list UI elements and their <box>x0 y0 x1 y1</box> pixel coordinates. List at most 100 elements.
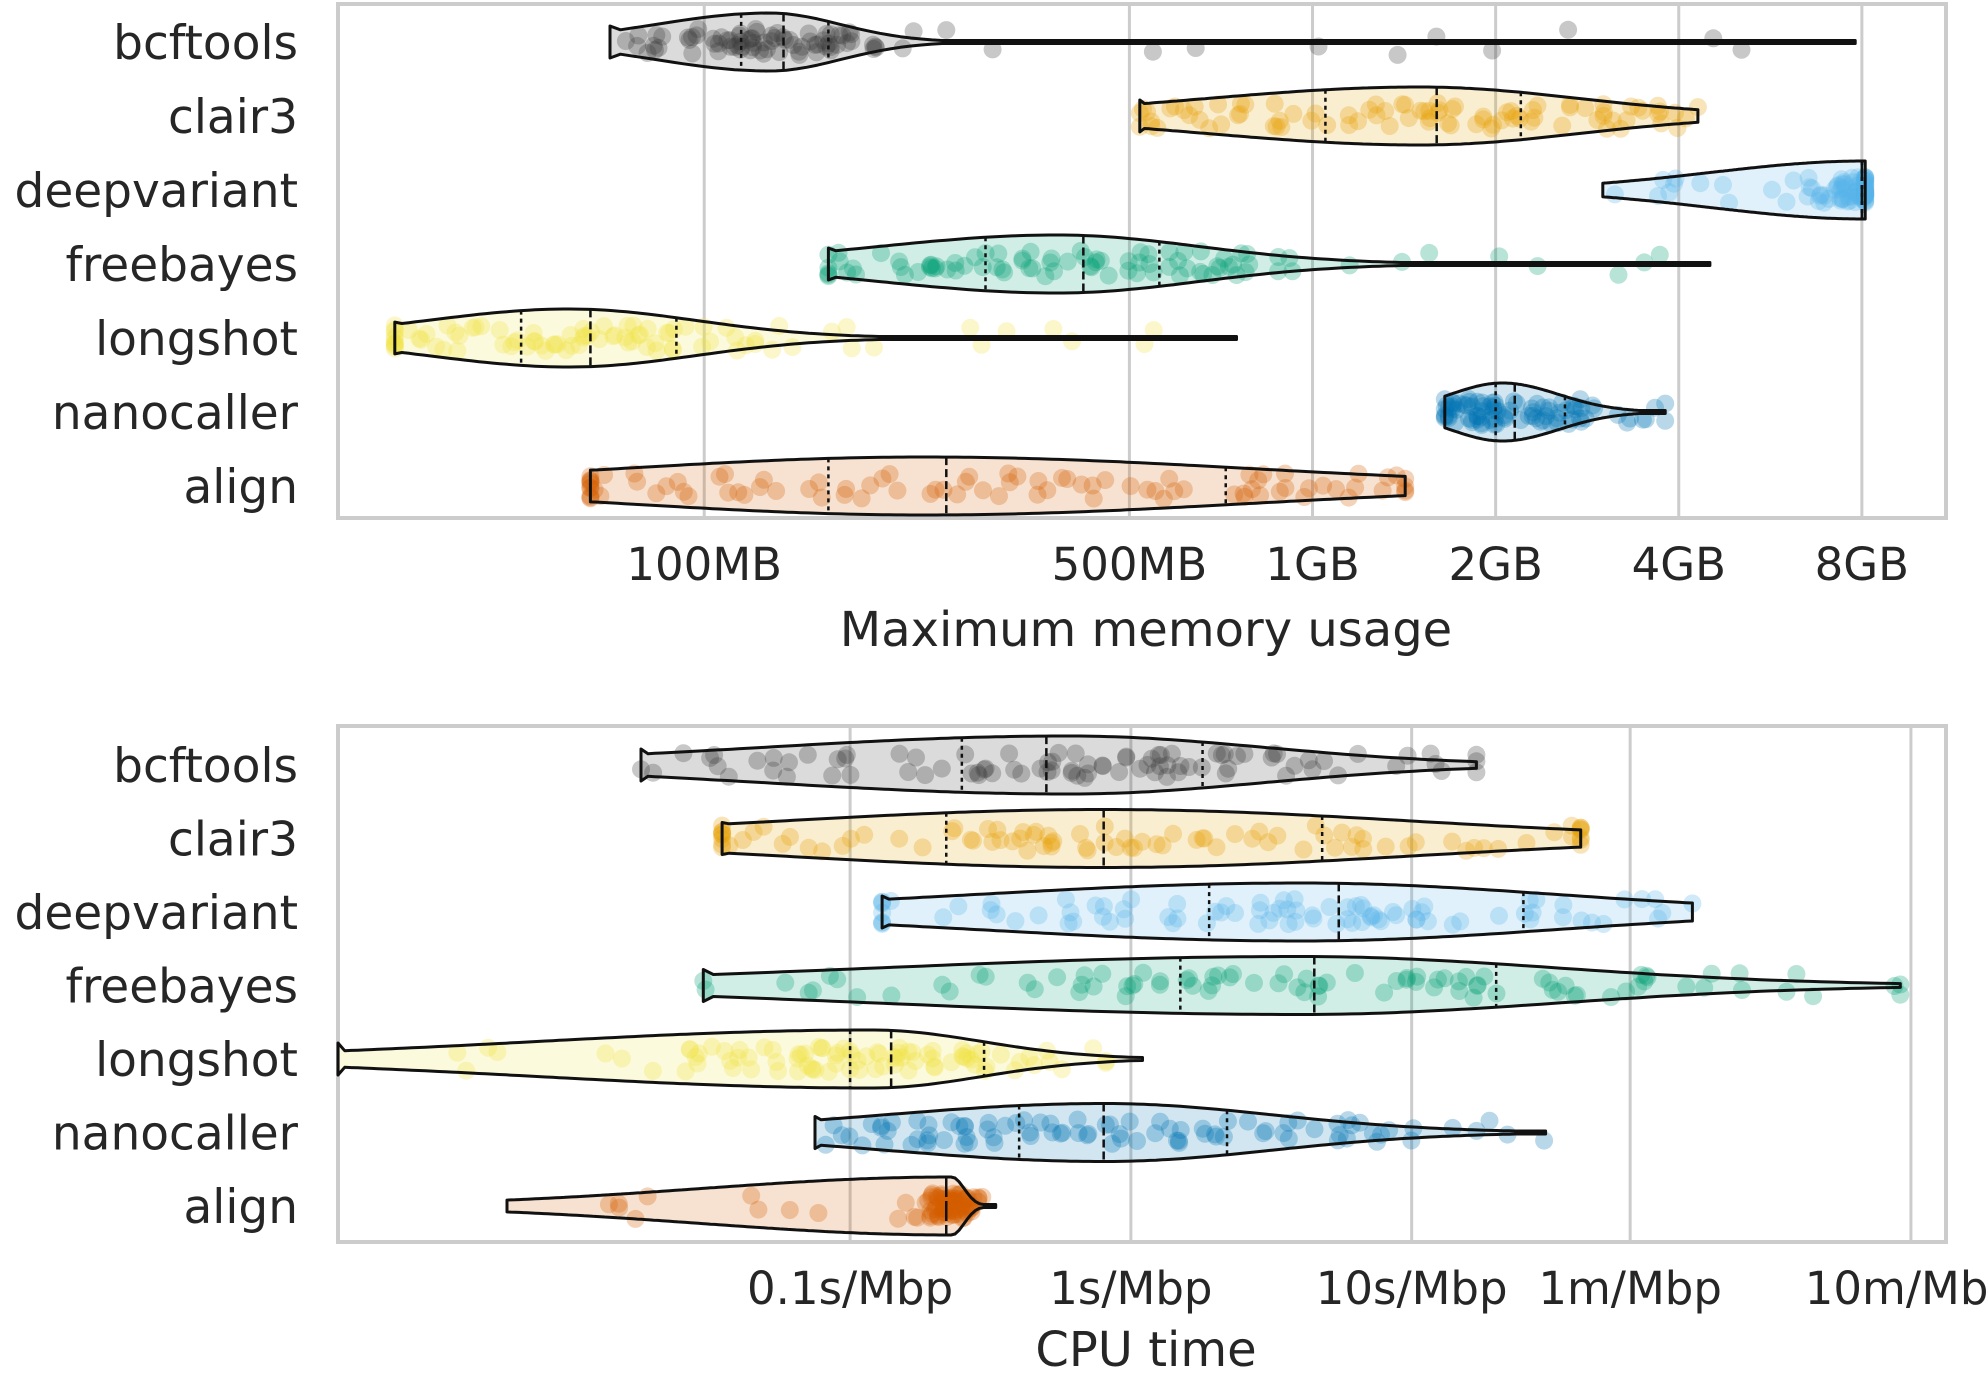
data-point <box>865 338 883 357</box>
data-point <box>1326 838 1344 857</box>
data-point <box>605 326 624 345</box>
data-point <box>1603 111 1622 130</box>
data-point <box>494 335 513 354</box>
data-point <box>630 325 649 344</box>
data-point <box>532 336 551 355</box>
data-point <box>837 745 856 764</box>
data-point <box>1732 40 1751 59</box>
data-point <box>595 317 613 336</box>
data-point <box>1000 473 1019 492</box>
data-point <box>1021 1127 1040 1145</box>
data-point <box>591 487 610 505</box>
data-point <box>1483 41 1502 60</box>
data-point <box>1276 464 1294 483</box>
violin-body <box>590 457 1406 515</box>
violin-outline <box>880 881 1694 943</box>
data-point <box>1378 468 1397 487</box>
data-point <box>872 1118 890 1137</box>
data-point <box>417 324 436 343</box>
data-point <box>946 1189 964 1208</box>
data-point <box>1091 251 1110 270</box>
data-point <box>952 1196 971 1215</box>
data-point <box>1146 482 1165 500</box>
data-point <box>814 31 833 50</box>
data-point <box>934 1199 953 1218</box>
data-point <box>1112 1129 1130 1148</box>
data-point <box>1839 187 1858 206</box>
data-point <box>1460 409 1478 428</box>
data-point <box>1274 1124 1293 1143</box>
data-point <box>1214 1127 1233 1146</box>
data-point <box>739 30 757 49</box>
data-point <box>1240 255 1259 274</box>
data-point <box>1443 832 1462 851</box>
x-axis-label: CPU time <box>1035 1322 1256 1378</box>
data-point <box>574 319 593 338</box>
data-point <box>1150 975 1169 994</box>
data-point <box>1165 482 1184 501</box>
data-point <box>1833 175 1852 194</box>
category-label: longshot <box>95 1033 298 1088</box>
data-point <box>913 838 932 857</box>
data-point <box>1363 1124 1382 1143</box>
data-point <box>1209 95 1228 114</box>
data-point <box>1407 910 1426 929</box>
x-tick-label: 10m/Mbp <box>1805 1262 1988 1315</box>
data-point <box>1294 840 1313 859</box>
data-point <box>769 1062 788 1080</box>
data-point <box>841 829 860 848</box>
data-point <box>1195 829 1214 848</box>
data-point <box>828 750 847 769</box>
data-point <box>925 1057 944 1076</box>
data-point <box>1522 399 1541 418</box>
data-point <box>1117 747 1136 766</box>
data-point <box>1249 914 1268 933</box>
data-point <box>1303 760 1322 779</box>
data-point <box>1515 904 1534 923</box>
data-point <box>704 29 722 48</box>
data-point <box>989 244 1008 263</box>
data-point <box>1039 753 1058 772</box>
data-point <box>1467 745 1486 764</box>
data-point <box>1142 749 1161 768</box>
data-point <box>1160 1119 1179 1138</box>
data-point <box>827 1054 846 1073</box>
data-point <box>574 328 593 347</box>
data-point <box>715 1042 734 1060</box>
data-point <box>1219 759 1238 778</box>
data-point <box>841 765 860 784</box>
data-point <box>1039 826 1058 845</box>
category-label: clair3 <box>168 90 298 145</box>
data-point <box>1043 752 1062 771</box>
data-point <box>1720 193 1738 212</box>
data-point <box>1012 764 1031 783</box>
data-point <box>1361 907 1380 926</box>
data-point <box>1075 768 1094 787</box>
data-point <box>1079 764 1097 783</box>
data-point <box>686 1048 705 1066</box>
data-point <box>899 1042 918 1061</box>
data-point <box>525 332 543 351</box>
data-point <box>1443 393 1462 412</box>
data-point <box>1327 914 1346 933</box>
data-point <box>1522 112 1541 131</box>
data-point <box>1239 1112 1257 1131</box>
data-point <box>1328 1114 1347 1133</box>
data-point <box>916 766 935 785</box>
data-point <box>882 986 901 1005</box>
data-point <box>688 1054 707 1073</box>
data-point <box>1031 759 1050 778</box>
data-point <box>993 260 1012 279</box>
data-point <box>1463 397 1482 416</box>
data-point <box>962 1050 981 1069</box>
data-point <box>821 38 840 56</box>
data-point <box>918 1045 937 1064</box>
data-point <box>1220 968 1239 987</box>
data-point <box>562 336 581 355</box>
data-point <box>1270 899 1289 918</box>
data-point <box>725 38 744 56</box>
category-label: align <box>183 1180 298 1235</box>
data-point <box>578 326 597 345</box>
data-point <box>1275 965 1294 984</box>
data-point <box>628 472 647 491</box>
